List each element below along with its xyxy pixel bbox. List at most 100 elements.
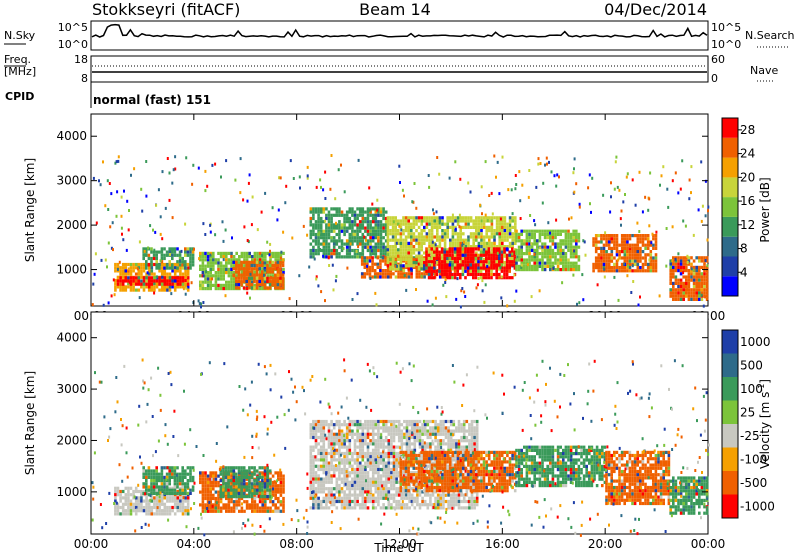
heatmap-cell-0 — [155, 509, 159, 513]
heatmap-cell-8 — [469, 256, 472, 261]
heatmap-cell-4 — [322, 451, 326, 456]
heatmap-cell-11 — [687, 285, 691, 289]
heatmap-cell-9 — [567, 248, 570, 252]
heatmap-cell-8 — [472, 260, 475, 264]
heatmap-cell-4 — [335, 506, 339, 510]
heatmap-cell-3 — [219, 283, 223, 287]
heatmap-cell-7 — [417, 257, 421, 261]
heatmap-cell-4 — [263, 276, 267, 280]
heatmap-cell-8 — [495, 253, 498, 257]
heatmap-speckle — [285, 184, 288, 188]
heatmap-cell-5 — [343, 220, 346, 224]
heatmap-cell-4 — [356, 464, 359, 468]
heatmap-cell-11 — [685, 269, 688, 273]
heatmap-cell-5 — [343, 232, 346, 237]
heatmap-cell-4 — [356, 474, 359, 478]
heatmap-cell-7 — [490, 222, 494, 226]
heatmap-cell-2 — [274, 496, 277, 501]
heatmap-speckle — [613, 187, 616, 191]
heatmap-speckle — [481, 289, 484, 293]
heatmap-cell-8 — [477, 266, 480, 270]
heatmap-cell-9 — [520, 258, 523, 262]
heatmap-cell-2 — [277, 496, 280, 501]
heatmap-cell-7 — [495, 232, 499, 236]
heatmap-cell-4 — [242, 270, 246, 274]
heatmap-cell-8 — [466, 272, 470, 277]
heatmap-cell-7 — [415, 241, 418, 245]
heatmap-cell-1 — [163, 279, 167, 283]
heatmap-cell-10 — [626, 240, 629, 244]
heatmap-cell-1 — [160, 475, 164, 479]
heatmap-speckle — [246, 199, 249, 203]
heatmap-cell-0 — [160, 285, 164, 289]
heatmap-cell-7 — [501, 238, 504, 242]
heatmap-cell-3 — [250, 491, 254, 495]
heatmap-cell-6 — [368, 259, 372, 263]
heatmap-cell-4 — [335, 442, 339, 446]
heatmap-speckle — [648, 197, 651, 201]
heatmap-cell-3 — [277, 258, 280, 262]
heatmap-cell-2 — [189, 250, 192, 254]
heatmap-cell-3 — [232, 280, 236, 284]
heatmap-cell-4 — [309, 455, 313, 459]
heatmap-cell-8 — [427, 253, 431, 257]
heatmap-cell-9 — [567, 236, 570, 240]
heatmap-cell-3 — [266, 488, 269, 492]
heatmap-cell-4 — [335, 435, 339, 440]
heatmap-cell-4 — [232, 273, 235, 277]
heatmap-cell-11 — [672, 275, 675, 279]
heatmap-cell-10 — [597, 266, 601, 270]
heatmap-cell-2 — [165, 266, 169, 270]
heatmap-cell-4 — [317, 467, 320, 472]
heatmap-cell-4 — [309, 480, 313, 484]
heatmap-cell-5 — [382, 207, 385, 211]
heatmap-cell-4 — [343, 451, 346, 456]
heatmap-cell-3 — [219, 277, 223, 281]
heatmap-cell-4 — [309, 426, 313, 430]
heatmap-speckle — [619, 217, 622, 221]
heatmap-cell-2 — [191, 253, 195, 257]
heatmap-cell-4 — [356, 432, 359, 436]
heatmap-cell-1 — [147, 488, 151, 492]
heatmap-cell-8 — [469, 272, 472, 277]
heatmap-cell-7 — [394, 235, 397, 239]
heatmap-cell-5 — [369, 229, 372, 233]
heatmap-speckle — [282, 230, 285, 234]
heatmap-cell-5 — [384, 239, 388, 243]
heatmap-cell-3 — [212, 274, 215, 278]
heatmap-cell-7 — [475, 238, 478, 242]
heatmap-cell-0 — [158, 505, 161, 510]
heatmap-cell-7 — [404, 245, 408, 249]
heatmap-speckle — [306, 233, 309, 237]
heatmap-cell-5 — [343, 242, 346, 246]
heatmap-cell-4 — [322, 419, 326, 424]
heatmap-cell-2 — [232, 503, 236, 507]
heatmap-cell-5 — [319, 223, 323, 227]
heatmap-cell-11 — [705, 272, 709, 276]
heatmap-cell-7 — [485, 225, 488, 229]
heatmap-cell-10 — [639, 234, 642, 238]
heatmap-speckle — [396, 264, 398, 268]
heatmap-cell-2 — [212, 506, 215, 510]
heatmap-speckle — [458, 225, 461, 229]
heatmap-speckle — [486, 241, 489, 245]
heatmap-cell-7 — [402, 238, 405, 242]
heatmap-cell-2 — [214, 480, 218, 485]
heatmap-speckle — [432, 208, 434, 212]
heatmap-cell-3 — [214, 287, 218, 291]
heatmap-speckle — [617, 258, 620, 262]
heatmap-cell-1 — [186, 491, 190, 495]
heatmap-speckle — [519, 199, 522, 203]
heatmap-cell-8 — [466, 253, 470, 257]
heatmap-cell-7 — [498, 235, 501, 239]
heatmap-cell-3 — [255, 482, 259, 486]
heatmap-cell-5 — [377, 239, 380, 243]
heatmap-speckle — [152, 228, 154, 232]
heatmap-cell-4 — [240, 276, 243, 280]
heatmap-cell-11 — [674, 269, 678, 273]
heatmap-cell-7 — [441, 257, 444, 261]
heatmap-speckle — [185, 156, 188, 160]
heatmap-cell-7 — [420, 232, 423, 236]
heatmap-cell-8 — [425, 247, 428, 251]
heatmap-cell-0 — [121, 502, 125, 506]
